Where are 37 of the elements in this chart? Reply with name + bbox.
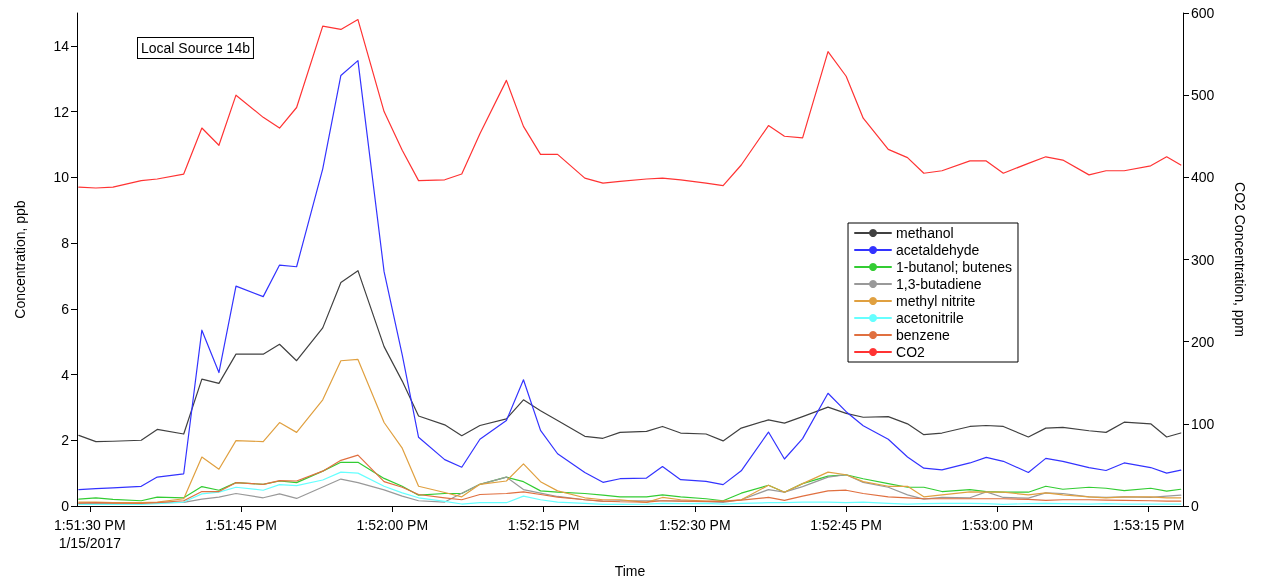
x-tick-label: 1:52:45 PM — [810, 517, 882, 533]
x-tick-label: 1:52:15 PM — [507, 517, 580, 533]
y-tick-label: 6 — [61, 300, 70, 317]
line-series — [78, 18, 1182, 189]
y2-tick-label: 300 — [1191, 251, 1215, 268]
legend-label: 1-butanol; butenes — [896, 259, 1013, 275]
legend-label: acetonitrile — [896, 310, 964, 326]
y2-tick-label: 600 — [1191, 5, 1215, 21]
annotation: Local Source 14b — [141, 40, 251, 56]
legend-label: CO2 — [896, 344, 926, 360]
x-axis-title: Time — [614, 563, 646, 579]
legend-label: methanol — [896, 225, 954, 241]
legend-label: 1,3-butadiene — [896, 276, 982, 292]
y2-tick-label: 200 — [1191, 333, 1215, 350]
y-tick-label: 14 — [53, 37, 70, 54]
y-tick-label: 8 — [61, 235, 70, 252]
y-tick-label: 10 — [53, 169, 70, 186]
y-tick-label: 4 — [61, 366, 70, 383]
x-tick-label: 1:51:30 PM 1/15/2017 — [54, 517, 126, 551]
x-tick-label: 1:53:00 PM — [961, 517, 1034, 533]
y-tick-label: 0 — [61, 498, 70, 514]
x-tick-label: 1:52:30 PM — [658, 517, 731, 533]
x-tick-label: 1:53:15 PM — [1112, 517, 1185, 533]
x-tick-label: 1:52:00 PM — [356, 517, 429, 533]
y-tick-label: 12 — [53, 103, 70, 120]
legend-label: methyl nitrite — [896, 293, 976, 309]
y2-tick-label: 0 — [1191, 498, 1199, 514]
legend-label: benzene — [896, 327, 950, 343]
x-tick-label: 1:51:45 PM — [205, 517, 277, 533]
y-tick-label: 2 — [61, 432, 70, 449]
y2-tick-label: 500 — [1191, 87, 1215, 104]
y2-tick-label: 100 — [1191, 415, 1215, 432]
y2-axis-title: CO2 Concentration, ppm — [1232, 182, 1248, 337]
line-series — [78, 60, 1182, 491]
legend-label: acetaldehyde — [896, 242, 980, 258]
y2-tick-label: 400 — [1191, 169, 1215, 186]
y-axis-title: Concentration, ppb — [12, 200, 28, 319]
